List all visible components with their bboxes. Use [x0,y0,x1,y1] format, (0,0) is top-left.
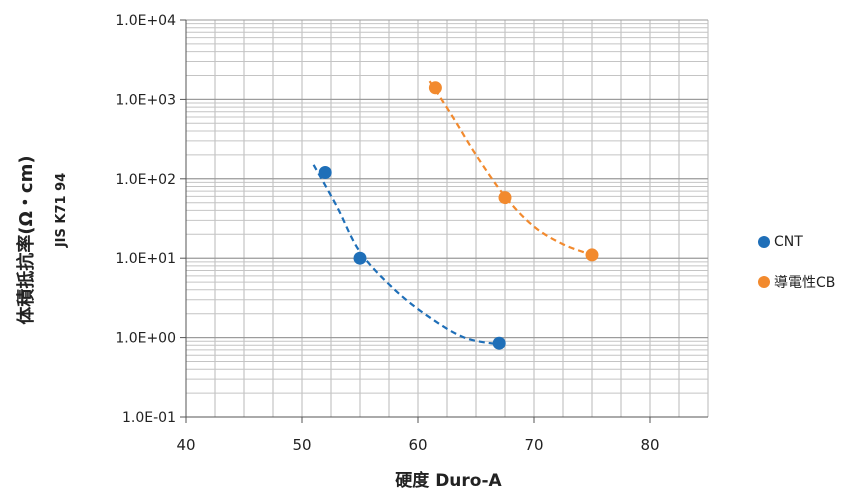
x-tick-label: 50 [292,436,311,454]
y-tick-label: 1.0E+02 [115,172,176,188]
data-point-series-1 [498,191,512,205]
data-point-series-0 [492,336,506,350]
legend-item-cnt: CNT [758,234,835,250]
y-axis-sublabel: JIS K71 94 [54,172,69,248]
x-tick-label: 60 [408,436,427,454]
trendline-series-0 [312,164,500,346]
legend-label-cnt: CNT [774,234,803,250]
x-tick-label: 80 [640,436,659,454]
legend: CNT 導電性CB [758,234,835,314]
data-point-series-0 [353,251,367,265]
x-axis-label: 硬度 Duro-A [395,471,502,491]
data-point-series-1 [585,248,599,262]
y-axis-label: 体積抵抗率(Ω・cm) [16,155,37,325]
y-tick-label: 1.0E+00 [115,331,176,347]
trendline-series-1 [428,80,593,256]
legend-label-cb: 導電性CB [774,275,836,291]
legend-item-cb: 導電性CB [758,272,835,292]
x-tick-label: 40 [176,436,195,454]
y-tick-label: 1.0E+03 [115,92,176,108]
data-point-series-1 [428,81,442,95]
data-point-series-0 [318,166,332,180]
x-tick-label: 70 [524,436,543,454]
legend-marker-cb [758,276,770,288]
y-tick-label: 1.0E+04 [115,13,176,29]
y-tick-label: 1.0E+01 [115,251,176,267]
y-tick-label: 1.0E-01 [122,410,176,426]
legend-marker-cnt [758,236,770,248]
